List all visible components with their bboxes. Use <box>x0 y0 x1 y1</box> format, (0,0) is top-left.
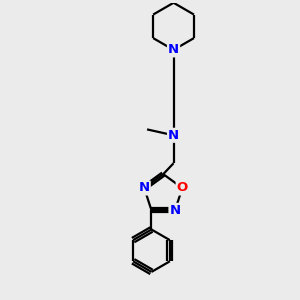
Text: N: N <box>168 44 179 56</box>
Text: O: O <box>177 182 188 194</box>
Text: N: N <box>168 129 179 142</box>
Text: N: N <box>139 182 150 194</box>
Text: N: N <box>169 204 181 217</box>
